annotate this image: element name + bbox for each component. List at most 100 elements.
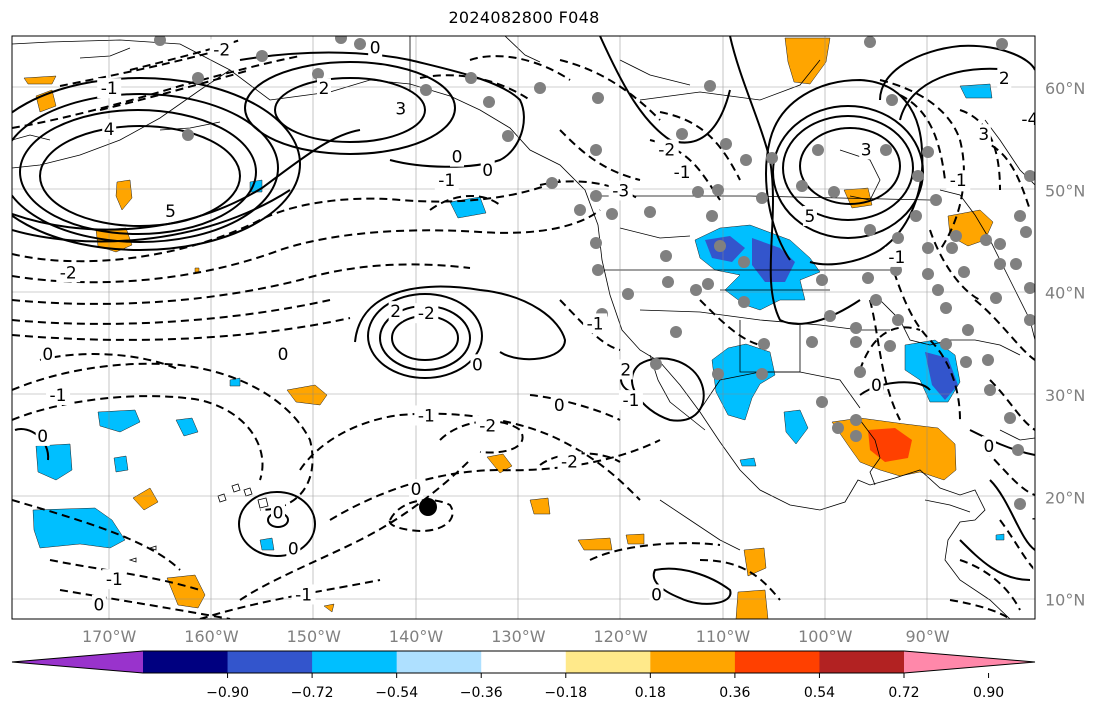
contour-label: 4: [104, 120, 115, 140]
contour-label-bg: [557, 451, 582, 472]
contour-label-bg: [552, 395, 567, 416]
contour-label: -1: [106, 570, 123, 590]
colorbar-tick-label: 0.18: [635, 685, 666, 701]
contour-label: 2: [319, 79, 330, 99]
latitude-label: 40°N: [1045, 284, 1085, 303]
contour-label-bg: [286, 538, 301, 559]
contour-label-bg: [46, 385, 71, 406]
colorbar-segment: [650, 651, 736, 673]
contour-label: 0: [651, 585, 662, 605]
latitude-label: 30°N: [1045, 386, 1085, 405]
colorbar-segment: [143, 651, 229, 673]
contour-label-bg: [608, 180, 633, 201]
contour-label-bg: [368, 37, 383, 58]
contour-label: 3: [861, 141, 872, 161]
storm-center-marker: [419, 498, 437, 516]
contour-label: -1: [674, 163, 691, 183]
contour-label: 3: [395, 100, 406, 120]
longitude-label: 100°W: [798, 627, 853, 646]
longitude-label: 120°W: [594, 627, 649, 646]
contour-label-bg: [450, 146, 465, 167]
longitude-label: 150°W: [287, 627, 342, 646]
contour-label-bg: [414, 405, 439, 426]
contour-label-bg: [270, 502, 285, 523]
contour-label: 2: [620, 360, 631, 380]
contour-label: -4: [1021, 110, 1038, 130]
contour-label: -1: [101, 79, 118, 99]
contour-label-bg: [981, 436, 996, 457]
contour-label: 0: [554, 396, 565, 416]
colorbar-segment: [396, 651, 482, 673]
longitude-label: 160°W: [184, 627, 239, 646]
contour-label-bg: [40, 344, 55, 365]
contour-label-bg: [618, 390, 643, 411]
contour-label: 0: [37, 427, 48, 447]
contour-label: -2: [213, 40, 230, 60]
contour-label: 5: [805, 207, 816, 227]
contour-label-bg: [618, 359, 633, 380]
contour-label-bg: [884, 246, 909, 267]
contour-label-bg: [291, 584, 316, 605]
contour-label-bg: [480, 159, 495, 180]
contour-label: -1: [587, 314, 604, 334]
contour-label: -1: [50, 386, 67, 406]
contour-label: 0: [871, 376, 882, 396]
contour-label: -1: [438, 171, 455, 191]
contour-label-bg: [393, 98, 408, 119]
contour-label-bg: [802, 206, 817, 227]
contour-label-bg: [583, 313, 608, 334]
contour-label: 0: [273, 504, 284, 524]
colorbar-tick-label: −0.54: [375, 685, 418, 701]
contour-label: -2: [479, 417, 496, 437]
latitude-label: 60°N: [1045, 79, 1085, 98]
solid-contours: [12, 36, 1035, 605]
latitude-labels: 60°N 50°N 40°N 30°N 20°N 10°N: [1045, 79, 1085, 609]
contour-label-bg: [102, 569, 127, 590]
colorbar-tick-label: 0.72: [888, 685, 919, 701]
contour-label-bg: [475, 415, 500, 436]
colorbar-tick-label: 0.90: [973, 685, 1004, 701]
latitude-label: 50°N: [1045, 181, 1085, 200]
contour-label-bg: [1033, 42, 1035, 63]
contour-label-bg: [470, 354, 485, 375]
contour-label-bg: [649, 584, 664, 605]
colorbar-segment: [227, 651, 313, 673]
contour-label: -1: [888, 248, 905, 268]
contour-label-bg: [1017, 108, 1035, 129]
contour-label: 0: [94, 596, 105, 616]
contour-label-bg: [91, 594, 106, 615]
latitude-label: 20°N: [1045, 488, 1085, 507]
contour-label: -1: [418, 406, 435, 426]
contour-label-bg: [670, 162, 695, 183]
colorbar-segment: [734, 651, 820, 673]
contour-label: 0: [984, 437, 995, 457]
pacific-islands: [128, 483, 269, 563]
latitude-label: 10°N: [1045, 591, 1085, 610]
contour-label-bg: [409, 479, 424, 500]
contour-label: -1: [622, 391, 639, 411]
contour-label-bg: [1033, 563, 1035, 584]
contour-label-bg: [97, 78, 122, 99]
contour-label-bg: [997, 67, 1012, 88]
contour-label: -1: [295, 585, 312, 605]
colorbar-tick-label: −0.36: [460, 685, 503, 701]
colorbar-extend-high: [904, 651, 1035, 673]
contour-label-bg: [56, 262, 81, 283]
contour-label-bg: [317, 78, 332, 99]
contour-label: 5: [165, 202, 176, 222]
contour-label: -2: [60, 263, 77, 283]
colorbar-tick-label: 0.54: [804, 685, 835, 701]
contour-label-bg: [209, 39, 234, 60]
contour-label: 3: [978, 125, 989, 145]
colorbar-extend-low: [12, 651, 143, 673]
contour-label-bg: [102, 119, 117, 140]
contour-label: -2: [658, 141, 675, 161]
contour-label: 0: [278, 345, 289, 365]
colorbar-segment: [565, 651, 651, 673]
contour-label: -1: [1032, 509, 1049, 529]
contour-label-bg: [163, 200, 178, 221]
contour-label-bg: [414, 303, 439, 324]
